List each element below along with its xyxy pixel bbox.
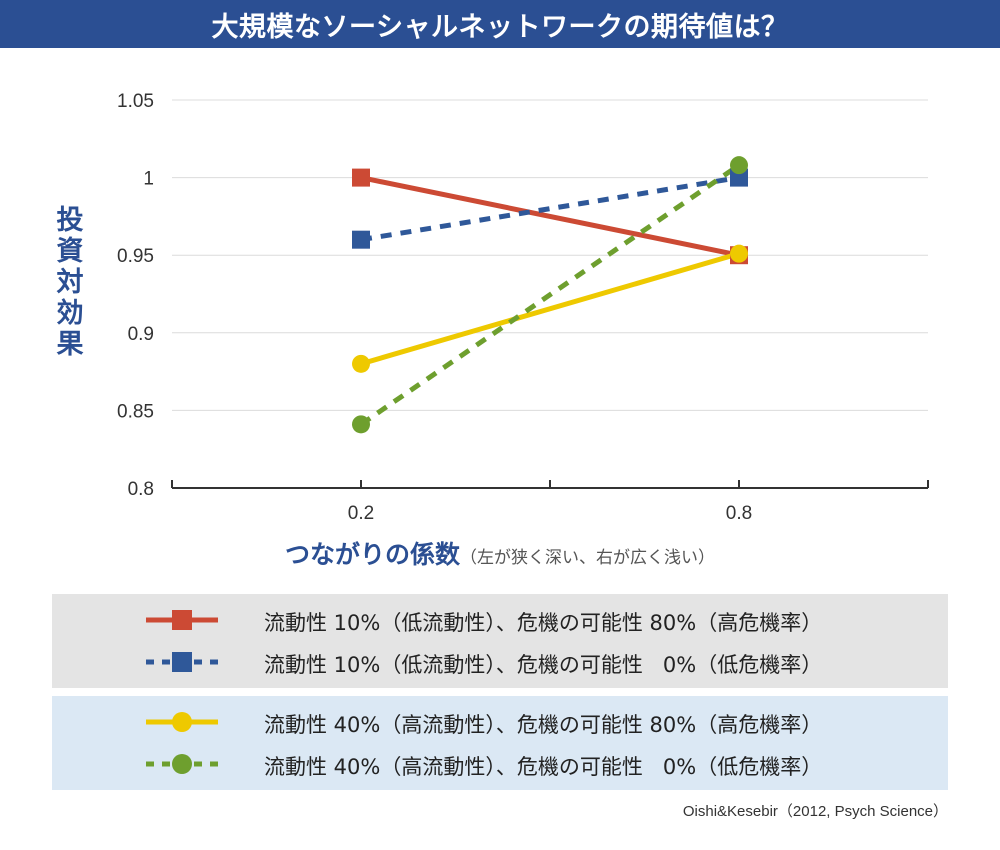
legend-swatch-series-3 <box>146 712 218 732</box>
data-point-series-3 <box>730 244 748 263</box>
x-tick-label: 0.8 <box>726 503 752 524</box>
y-axis-label-char: 投 <box>56 205 84 236</box>
legend-swatch-series-1 <box>146 610 218 630</box>
x-axis-label: つながりの係数（左が狭く深い、右が広く浅い） <box>0 535 1000 571</box>
grid-lines <box>172 99 928 411</box>
line-chart: 0.8 0.85 0.9 0.95 1 1.05 0.2 0.8 <box>117 91 929 524</box>
y-tick-label: 1 <box>143 169 154 190</box>
y-tick-label: 0.9 <box>128 324 154 345</box>
x-tick-label: 0.2 <box>348 503 374 524</box>
y-axis-label-char: 果 <box>56 329 84 360</box>
series-line-3 <box>360 251 740 367</box>
legend-label-series-2: 流動性 10%（低流動性）、危機の可能性 0%（低危機率） <box>264 653 823 677</box>
y-tick-label: 1.05 <box>117 91 154 112</box>
y-axis-label-char: 対 <box>56 267 84 298</box>
series-line-2 <box>360 175 740 243</box>
data-point-series-4 <box>730 156 748 175</box>
y-tick-label: 0.85 <box>117 401 154 422</box>
y-axis-label: 投資対効果 <box>50 205 90 360</box>
legend-item-series-3: 流動性 40%（高流動性）、危機の可能性 80%（高危機率） <box>52 702 948 742</box>
y-axis-label-char: 資 <box>56 236 84 267</box>
data-point-series-2 <box>352 230 370 249</box>
series-line-1 <box>360 175 740 258</box>
data-point-series-1 <box>352 168 370 187</box>
legend-group-high-liquidity: 流動性 40%（高流動性）、危機の可能性 80%（高危機率） 流動性 40%（高… <box>52 696 948 790</box>
y-tick-label: 0.95 <box>117 246 154 267</box>
source-citation: Oishi&Kesebir（2012, Psych Science） <box>682 803 948 820</box>
legend-swatch-series-2 <box>146 652 220 672</box>
legend-group-low-liquidity: 流動性 10%（低流動性）、危機の可能性 80%（高危機率） 流動性 10%（低… <box>52 594 948 688</box>
data-point-series-2 <box>730 168 748 187</box>
chart-title: 大規模なソーシャルネットワークの期待値は？ <box>0 0 1000 48</box>
legend-swatch-series-4 <box>146 754 220 774</box>
x-axis-label-note: （左が狭く深い、右が広く浅い） <box>460 548 715 568</box>
legend-item-series-2: 流動性 10%（低流動性）、危機の可能性 0%（低危機率） <box>52 642 948 682</box>
y-axis-ticks: 0.8 0.85 0.9 0.95 1 1.05 <box>117 91 154 500</box>
y-tick-label: 0.8 <box>128 479 154 500</box>
data-point-series-4 <box>352 415 370 434</box>
legend-label-series-3: 流動性 40%（高流動性）、危機の可能性 80%（高危機率） <box>264 713 823 737</box>
x-axis: 0.2 0.8 <box>171 480 929 524</box>
legend-item-series-4: 流動性 40%（高流動性）、危機の可能性 0%（低危機率） <box>52 744 948 784</box>
series-lines <box>352 156 748 434</box>
data-point-series-3 <box>352 354 370 373</box>
series-line-4 <box>359 163 741 427</box>
legend-label-series-1: 流動性 10%（低流動性）、危機の可能性 80%（高危機率） <box>264 611 823 635</box>
x-axis-label-main: つながりの係数 <box>284 540 460 569</box>
legend-label-series-4: 流動性 40%（高流動性）、危機の可能性 0%（低危機率） <box>264 755 823 779</box>
legend-item-series-1: 流動性 10%（低流動性）、危機の可能性 80%（高危機率） <box>52 600 948 640</box>
y-axis-label-char: 効 <box>56 298 84 329</box>
